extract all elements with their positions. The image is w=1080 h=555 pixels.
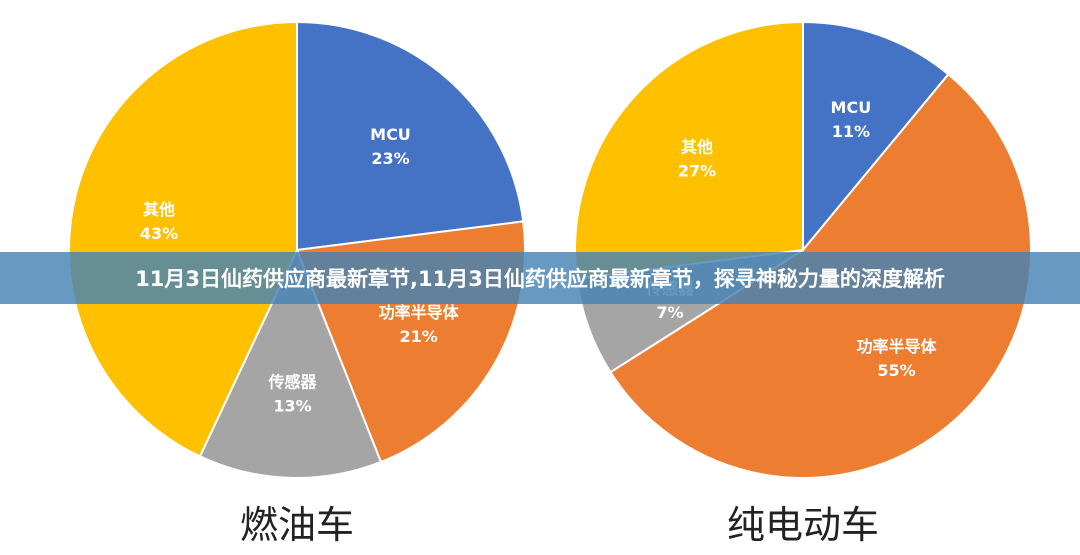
slice-label-sensor: 传感器	[268, 372, 318, 391]
slice-value-mcu: 23%	[371, 149, 409, 168]
slice-value-power-semiconductor: 55%	[877, 361, 915, 380]
banner-title: 11月3日仙药供应商最新章节,11月3日仙药供应商最新章节，探寻神秘力量的深度解…	[135, 267, 945, 291]
title-banner: 11月3日仙药供应商最新章节,11月3日仙药供应商最新章节，探寻神秘力量的深度解…	[0, 252, 1080, 304]
slice-value-power-semiconductor: 21%	[400, 327, 438, 346]
pie-slice-mcu	[296, 20, 525, 252]
slice-value-sensor: 13%	[273, 396, 311, 415]
chart-title-ice: 燃油车	[240, 503, 354, 547]
slice-value-sensor: 7%	[656, 303, 683, 322]
slice-label-other: 其他	[681, 138, 713, 157]
slice-label-mcu: MCU	[370, 125, 411, 144]
pie-slice-mcu	[802, 20, 950, 253]
slice-label-power-semiconductor: 功率半导体	[856, 337, 937, 356]
pie-slice-other	[574, 20, 804, 280]
slice-label-other: 其他	[143, 200, 175, 219]
slice-label-mcu: MCU	[831, 98, 872, 117]
chart-title-ev: 纯电动车	[727, 503, 879, 547]
slice-value-other: 27%	[678, 162, 716, 181]
pie-chart-ice: MCU 23% 功率半导体 21% 传感器 13% 其他 43%	[68, 20, 526, 479]
pie-slice-other	[68, 20, 298, 458]
slice-label-power-semiconductor: 功率半导体	[379, 303, 460, 322]
pie-slice-sensor	[198, 247, 383, 479]
slice-value-mcu: 11%	[832, 122, 870, 141]
slice-value-other: 43%	[140, 224, 178, 243]
